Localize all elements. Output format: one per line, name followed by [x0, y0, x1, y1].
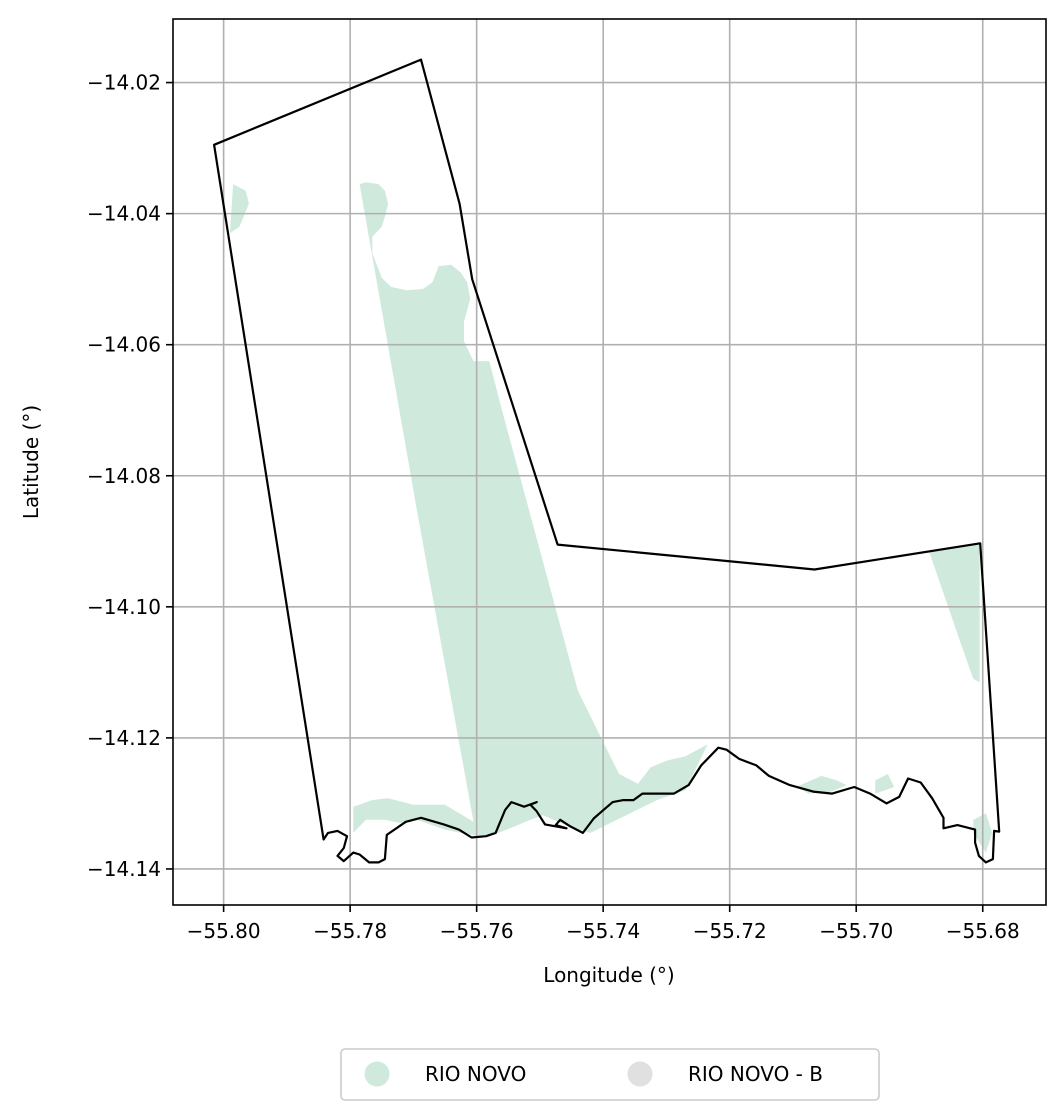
y-tick-label-0: −14.02: [87, 71, 161, 95]
axis-ticks: −55.80 −55.78 −55.76 −55.74 −55.72 −55.70 −55.…: [87, 71, 1020, 943]
x-tick-label-3: −55.74: [566, 919, 640, 943]
legend-marker-rio-novo-b: [627, 1061, 653, 1087]
x-tick-label-6: −55.68: [946, 919, 1020, 943]
plot-frame: [172, 18, 1047, 906]
boundary-layer: [213, 58, 1001, 864]
legend-label-rio-novo-b: RIO NOVO - B: [688, 1062, 823, 1086]
x-tick-label-1: −55.78: [313, 919, 387, 943]
x-tick-label-4: −55.72: [693, 919, 767, 943]
x-tick-label-0: −55.80: [187, 919, 261, 943]
region-layer: [229, 182, 993, 853]
legend: RIO NOVO RIO NOVO - B: [340, 1048, 880, 1101]
gridlines: [173, 19, 1046, 905]
y-tick-label-1: −14.04: [87, 202, 161, 226]
y-tick-label-2: −14.06: [87, 333, 161, 357]
region-polygon-0-3: [796, 775, 847, 794]
legend-frame: [340, 1048, 880, 1101]
legend-marker-rio-novo: [364, 1061, 390, 1087]
x-tick-label-5: −55.70: [819, 919, 893, 943]
x-axis-label: Longitude (°): [543, 963, 674, 987]
y-tick-label-4: −14.10: [87, 595, 161, 619]
y-tick-label-3: −14.08: [87, 464, 161, 488]
y-axis-label: Latitude (°): [19, 405, 43, 519]
region-polygon-0-4: [875, 773, 895, 794]
region-polygon-0-1: [229, 184, 249, 234]
x-tick-label-2: −55.76: [440, 919, 514, 943]
boundary-outline: [213, 58, 1001, 864]
legend-label-rio-novo: RIO NOVO: [425, 1062, 526, 1086]
y-tick-label-6: −14.14: [87, 857, 161, 881]
region-polygon-0-0: [353, 182, 708, 837]
y-tick-label-5: −14.12: [87, 726, 161, 750]
region-polygon-0-2: [929, 542, 980, 683]
